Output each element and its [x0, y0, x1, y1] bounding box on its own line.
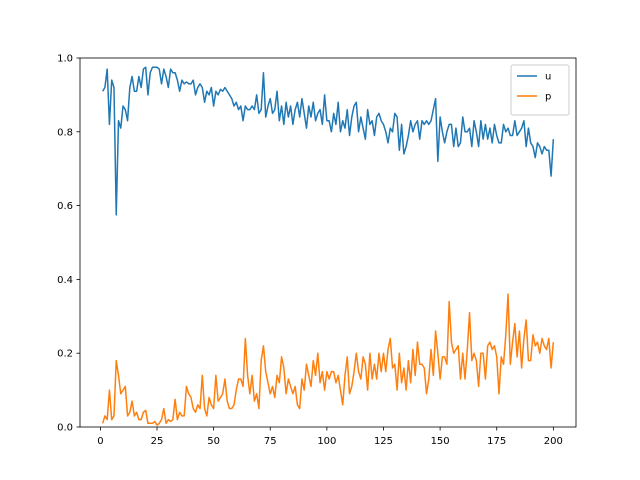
x-tick-label: 200	[544, 436, 563, 447]
x-tick-label: 125	[374, 436, 393, 447]
x-tick-label: 100	[317, 436, 336, 447]
y-tick-label: 1.0	[57, 54, 73, 65]
x-tick-label: 150	[431, 436, 450, 447]
legend-label: p	[545, 92, 551, 103]
x-tick-label: 75	[264, 436, 277, 447]
x-tick-label: 25	[151, 436, 164, 447]
x-tick-label: 50	[207, 436, 220, 447]
legend-label: u	[545, 72, 551, 83]
x-tick-label: 175	[487, 436, 506, 447]
y-tick-label: 0.6	[57, 201, 73, 212]
y-tick-label: 0.2	[57, 349, 73, 360]
line-series	[102, 66, 555, 216]
x-tick-label: 0	[97, 436, 103, 447]
y-tick-label: 0.0	[57, 423, 73, 434]
y-tick-label: 0.4	[57, 275, 73, 286]
legend: up	[510, 64, 570, 116]
plot-frame	[79, 57, 577, 428]
legend-box	[510, 64, 570, 116]
y-tick-label: 0.8	[57, 127, 73, 138]
line-series	[101, 293, 555, 426]
